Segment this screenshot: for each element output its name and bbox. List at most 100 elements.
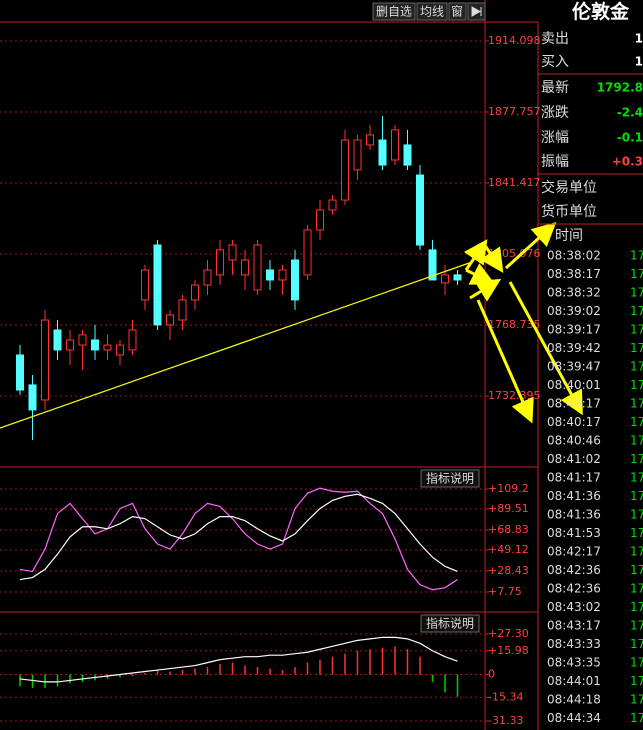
tick-price: 17 xyxy=(630,378,643,392)
candle-body xyxy=(178,299,187,321)
candle-body xyxy=(341,139,349,201)
tick-price: 17 xyxy=(630,267,643,281)
tick-time: 08:44:01 xyxy=(547,674,601,688)
tick-price: 17 xyxy=(630,323,643,337)
indicator-button-label: 指标说明 xyxy=(426,616,474,631)
button-label[interactable]: 窗 xyxy=(451,5,463,19)
indicator-line xyxy=(19,493,458,581)
unit-label: 货币单位 xyxy=(541,203,597,220)
tick-time: 08:41:36 xyxy=(547,508,601,522)
toolbar: 删自选 均线 窗 xyxy=(372,2,486,21)
tick-price: 17 xyxy=(630,711,643,725)
tick-time: 08:39:47 xyxy=(547,360,601,374)
tick-time: 08:42:36 xyxy=(547,582,601,596)
arrow xyxy=(480,243,504,273)
y-tick-label: 1768.735 xyxy=(488,318,541,331)
tick-price: 17 xyxy=(630,582,643,596)
quote-value: -0.1 xyxy=(617,131,643,145)
button-label[interactable]: 删自选 xyxy=(376,5,412,19)
candle-body xyxy=(253,244,262,291)
candle-body xyxy=(166,314,174,326)
button[interactable] xyxy=(416,2,448,21)
tick-price: 17 xyxy=(630,563,643,577)
trend-line xyxy=(0,261,473,429)
quote-title: 伦敦金 xyxy=(572,0,630,23)
tick-time: 08:40:01 xyxy=(547,378,601,392)
tick-price: 17 xyxy=(630,637,643,651)
candle-body xyxy=(66,339,74,351)
button[interactable] xyxy=(372,2,416,21)
tick-price: 17 xyxy=(630,674,643,688)
quote-label: 卖出 xyxy=(541,31,569,47)
tick-time: 08:39:42 xyxy=(547,341,601,355)
quote-value: 1792.8 xyxy=(597,81,643,95)
y-tick-label: 1805.076 xyxy=(488,247,541,260)
candle-body xyxy=(91,339,99,351)
tick-time: 08:44:34 xyxy=(547,711,601,725)
quote-label: 最新 xyxy=(541,80,569,96)
charts: 1914.098 1877.757 1841.417 1805.076 1768.735… xyxy=(0,34,541,727)
button-label[interactable]: 均线 xyxy=(420,5,444,19)
candle-body xyxy=(203,269,212,286)
tick-time: 08:40:17 xyxy=(547,397,601,411)
tick-time: 08:41:02 xyxy=(547,452,601,466)
indicator-line xyxy=(19,487,458,591)
y-tick-label: +7.75 xyxy=(488,585,522,598)
tick-price: 17 xyxy=(630,286,643,300)
candle-body xyxy=(303,229,312,276)
y-tick-label: 0 xyxy=(488,667,495,680)
indicator-button[interactable] xyxy=(420,469,480,488)
candle-body xyxy=(316,209,324,231)
candle-body xyxy=(403,144,412,166)
tick-time: 08:39:17 xyxy=(547,323,601,337)
quote-label: 涨幅 xyxy=(541,130,569,146)
candle-body xyxy=(366,134,374,146)
tick-price: 17 xyxy=(630,304,643,318)
tick-price: 17 xyxy=(630,600,643,614)
candle-body xyxy=(78,334,87,346)
candle-body xyxy=(453,274,462,281)
tick-price: 17 xyxy=(630,545,643,559)
candle-body xyxy=(228,244,237,261)
y-tick-label: +109.2 xyxy=(488,482,529,495)
tick-time: 08:38:17 xyxy=(547,267,601,281)
y-tick-label: +89.51 xyxy=(488,502,529,515)
candle-body xyxy=(16,354,24,391)
y-tick-label: +27.30 xyxy=(488,627,529,640)
tick-price: 17 xyxy=(630,526,643,540)
tick-time: 08:40:46 xyxy=(547,434,601,448)
tick-time: 08:43:02 xyxy=(547,600,601,614)
quote-label: 涨跌 xyxy=(541,105,569,121)
tick-time: 08:42:36 xyxy=(547,563,601,577)
y-tick-label: 1732.395 xyxy=(488,389,541,402)
time-header: 时间 xyxy=(555,228,583,244)
tick-time: 08:38:32 xyxy=(547,286,601,300)
tick-price: 17 xyxy=(630,452,643,466)
candle-body xyxy=(28,384,37,411)
tick-time: 08:38:02 xyxy=(547,249,601,263)
candle-body xyxy=(266,269,274,281)
tick-price: 17 xyxy=(630,341,643,355)
y-tick-label: -31.33 xyxy=(488,714,523,727)
tick-time: 08:41:17 xyxy=(547,471,601,485)
y-tick-label: 1841.417 xyxy=(488,176,541,189)
candle-body xyxy=(416,174,424,246)
tick-price: 17 xyxy=(630,434,643,448)
quote-label: 振幅 xyxy=(541,154,569,170)
quote-value: 1 xyxy=(635,32,643,46)
y-tick-label: 1914.098 xyxy=(488,34,541,47)
candle-body xyxy=(216,249,224,276)
candle-body xyxy=(41,319,49,401)
indicator-button[interactable] xyxy=(420,614,480,633)
candle-body xyxy=(241,259,249,276)
indicator-line xyxy=(19,636,458,683)
y-tick-label: +28.43 xyxy=(488,564,529,577)
candle-body xyxy=(441,274,449,284)
arrow xyxy=(508,281,583,416)
quote-label: 买入 xyxy=(541,54,569,70)
tick-price: 17 xyxy=(630,397,643,411)
button[interactable] xyxy=(448,2,467,21)
